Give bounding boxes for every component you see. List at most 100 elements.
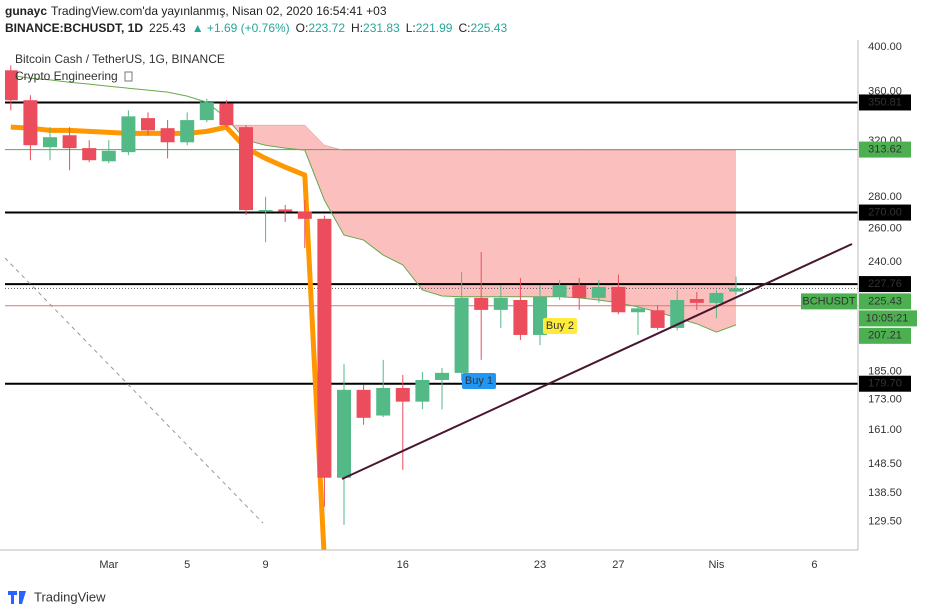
annotation-text: Buy 1 bbox=[465, 375, 493, 387]
chart-title: Bitcoin Cash / TetherUS, 1G, BINANCE bbox=[15, 52, 225, 66]
y-tick-label: 148.50 bbox=[868, 458, 902, 470]
ohlc-value: 223.72 bbox=[308, 21, 345, 35]
x-tick-label: 23 bbox=[534, 559, 546, 571]
price-label-box bbox=[859, 375, 911, 392]
logo bbox=[8, 591, 26, 604]
candle-body bbox=[552, 285, 567, 297]
price-label: 313.62 bbox=[868, 143, 902, 155]
candle-body bbox=[199, 102, 214, 121]
candle-body bbox=[493, 297, 508, 310]
candle-body bbox=[317, 218, 332, 478]
annotation-layer: Buy 1 Buy 2 bbox=[462, 318, 577, 389]
change: ▲ +1.69 (+0.76%) bbox=[192, 21, 290, 35]
ohlc-label: O: bbox=[296, 21, 309, 35]
candle-body bbox=[160, 128, 175, 143]
candle-body bbox=[650, 310, 665, 328]
countdown-box bbox=[859, 310, 917, 327]
published: TradingView.com'da yayınlanmış, Nisan 02… bbox=[51, 4, 387, 18]
y-tick-label: 185.00 bbox=[868, 365, 902, 377]
x-tick-label: 5 bbox=[184, 559, 190, 571]
candle-body bbox=[709, 292, 724, 303]
y-tick-label: 280.00 bbox=[868, 191, 902, 203]
candle-body bbox=[572, 285, 587, 298]
icon bbox=[124, 71, 133, 82]
candle-body bbox=[43, 137, 57, 148]
plot-area: Buy 1 Buy 2 bbox=[5, 65, 858, 550]
series-tag-box bbox=[801, 293, 857, 310]
price-label-box bbox=[859, 276, 911, 293]
y-tick-label: 260.00 bbox=[868, 222, 902, 234]
cloud bbox=[226, 118, 736, 333]
chart-subtitle: Crypto Engineering bbox=[15, 69, 118, 83]
candle-body bbox=[62, 135, 77, 149]
series-tag: BCHUSDT bbox=[802, 295, 855, 307]
candle-body bbox=[435, 372, 449, 380]
candle-body bbox=[670, 299, 685, 328]
last-price: 225.43 bbox=[149, 21, 186, 35]
price-label-box bbox=[859, 141, 911, 158]
candle-body bbox=[278, 209, 293, 212]
ohlc-value: 231.83 bbox=[363, 21, 400, 35]
header-quote: BINANCE:BCHUSDT, 1D 225.43 ▲ +1.69 (+0.76%… bbox=[5, 21, 507, 35]
y-tick-label: 138.50 bbox=[868, 487, 902, 499]
ohlc-label: H: bbox=[351, 21, 363, 35]
x-tick-label: Nis bbox=[708, 559, 724, 571]
y-tick-label: 173.00 bbox=[868, 394, 902, 406]
y-tick-label: 161.00 bbox=[868, 424, 902, 436]
cloud-edge bbox=[226, 124, 736, 151]
countdown: 10:05:21 bbox=[866, 312, 909, 324]
candle-body bbox=[297, 211, 312, 219]
candle-body bbox=[101, 150, 116, 162]
candle-layer bbox=[5, 65, 743, 525]
candle-body bbox=[121, 116, 136, 153]
y-tick-label: 129.50 bbox=[868, 515, 902, 527]
candle-body bbox=[337, 389, 351, 478]
annotation-box bbox=[462, 373, 496, 389]
candle-body bbox=[454, 297, 469, 373]
candle-body bbox=[82, 148, 97, 161]
last-price-label: 225.43 bbox=[868, 295, 902, 307]
overlay-layer bbox=[5, 74, 858, 550]
candle-body bbox=[23, 100, 38, 146]
candle-body bbox=[239, 127, 253, 211]
price-label-box bbox=[859, 204, 911, 221]
y-tick-label: 400.00 bbox=[868, 41, 902, 53]
price-label: 350.81 bbox=[868, 96, 902, 108]
dashed-line bbox=[5, 257, 264, 524]
candle-body bbox=[141, 118, 155, 131]
ohlc-label: L: bbox=[406, 21, 416, 35]
x-tick-label: 16 bbox=[397, 559, 409, 571]
candle-body bbox=[631, 308, 645, 313]
x-tick-label: 27 bbox=[612, 559, 624, 571]
candle-body bbox=[611, 286, 626, 313]
candle-body bbox=[689, 299, 704, 303]
ohlc-value: 221.99 bbox=[416, 21, 453, 35]
price-label: 227.76 bbox=[868, 278, 902, 290]
brand: TradingView bbox=[34, 589, 106, 604]
symbol: BINANCE:BCHUSDT, 1D bbox=[5, 21, 143, 35]
x-tick-label: 9 bbox=[263, 559, 269, 571]
candle-body bbox=[356, 389, 371, 418]
header-line: gunayc TradingView.com'da yayınlanmış, Ni… bbox=[5, 4, 387, 18]
price-label-box bbox=[859, 94, 911, 111]
last-price-box bbox=[859, 293, 911, 310]
x-tick-label: 6 bbox=[811, 559, 817, 571]
candle-body bbox=[258, 210, 273, 212]
author: gunayc bbox=[5, 4, 47, 18]
candle-body bbox=[729, 288, 743, 292]
price-label: 207.21 bbox=[868, 330, 902, 342]
ohlc-value: 225.43 bbox=[470, 21, 507, 35]
x-tick-label: Mar bbox=[99, 559, 118, 571]
axis-layer: 400.00360.00320.00280.00260.00240.00185.… bbox=[99, 41, 917, 571]
candle-body bbox=[5, 70, 18, 101]
candle-body bbox=[513, 299, 528, 335]
candle-body bbox=[180, 120, 195, 143]
candle-body bbox=[474, 297, 489, 310]
candle-body bbox=[415, 379, 430, 402]
annotation-box bbox=[543, 318, 577, 334]
candle-body bbox=[395, 387, 410, 402]
ohlc-label: C: bbox=[458, 21, 470, 35]
y-tick-label: 240.00 bbox=[868, 256, 902, 268]
annotation-text: Buy 2 bbox=[546, 320, 574, 332]
